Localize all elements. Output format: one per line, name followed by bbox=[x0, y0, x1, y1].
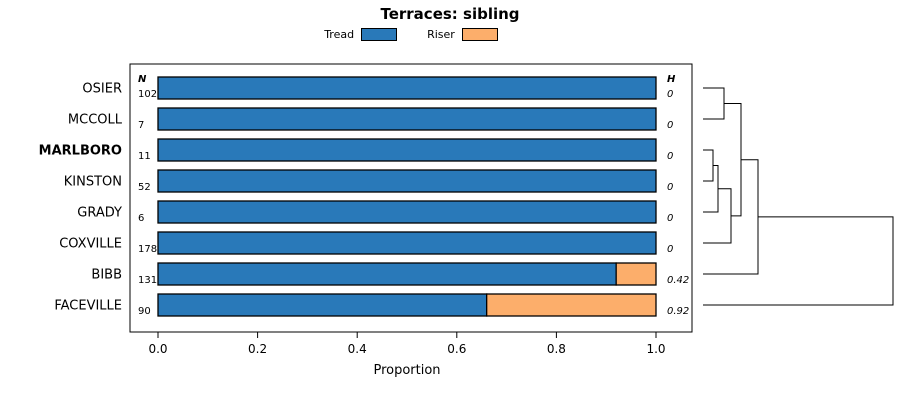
h-value-coxville: 0 bbox=[667, 244, 673, 255]
bar-segment-tread-bibb bbox=[157, 262, 617, 286]
chart-title: Terraces: sibling bbox=[380, 5, 520, 23]
x-tick-label: 0.0 bbox=[148, 342, 167, 356]
row-label-coxville: COXVILLE bbox=[59, 237, 122, 252]
h-value-faceville: 0.92 bbox=[667, 306, 689, 317]
row-label-osier: OSIER bbox=[82, 82, 122, 97]
bar-segment-riser-faceville bbox=[486, 293, 657, 317]
bar-segment-riser-bibb bbox=[615, 262, 657, 286]
n-value-coxville: 178 bbox=[138, 244, 157, 255]
dendrogram-branch bbox=[703, 165, 719, 213]
n-value-mccoll: 7 bbox=[138, 120, 144, 131]
bar-segment-tread-osier bbox=[157, 76, 657, 100]
legend-swatch-riser bbox=[461, 28, 498, 41]
dendrogram-branch bbox=[703, 188, 732, 244]
n-value-kinston: 52 bbox=[138, 182, 151, 193]
x-tick-label: 0.8 bbox=[547, 342, 566, 356]
bar-segment-tread-coxville bbox=[157, 231, 657, 255]
bar-segment-tread-kinston bbox=[157, 169, 657, 193]
legend-label-tread: Tread bbox=[324, 28, 355, 41]
x-tick-label: 0.2 bbox=[248, 342, 267, 356]
n-value-bibb: 131 bbox=[138, 275, 157, 286]
row-label-faceville: FACEVILLE bbox=[54, 299, 122, 314]
h-value-kinston: 0 bbox=[667, 182, 673, 193]
bar-segment-tread-grady bbox=[157, 200, 657, 224]
dendrogram-branch bbox=[703, 149, 714, 182]
bar-segment-tread-marlboro bbox=[157, 138, 657, 162]
legend-swatch-tread bbox=[361, 28, 398, 41]
legend-item-riser: Riser bbox=[427, 28, 498, 41]
n-value-faceville: 90 bbox=[138, 306, 151, 317]
x-axis-title: Proportion bbox=[373, 363, 440, 378]
h-value-mccoll: 0 bbox=[667, 120, 673, 131]
h-value-marlboro: 0 bbox=[667, 151, 673, 162]
h-value-grady: 0 bbox=[667, 213, 673, 224]
n-value-grady: 6 bbox=[138, 213, 144, 224]
legend-label-riser: Riser bbox=[427, 28, 455, 41]
x-tick-label: 0.4 bbox=[348, 342, 367, 356]
n-column-header: N bbox=[138, 74, 147, 85]
dendrogram-branch bbox=[724, 103, 742, 217]
plot-box bbox=[129, 63, 693, 333]
h-column-header: H bbox=[667, 74, 676, 85]
row-label-kinston: KINSTON bbox=[64, 175, 122, 190]
row-label-mccoll: MCCOLL bbox=[68, 113, 123, 128]
x-tick-label: 1.0 bbox=[646, 342, 665, 356]
bar-segment-tread-mccoll bbox=[157, 107, 657, 131]
h-value-bibb: 0.42 bbox=[667, 275, 689, 286]
dendrogram-branch bbox=[703, 216, 894, 306]
bar-segment-tread-faceville bbox=[157, 293, 488, 317]
dendrogram-branch bbox=[703, 87, 725, 120]
legend-item-tread: Tread bbox=[324, 28, 398, 41]
x-tick-label: 0.6 bbox=[447, 342, 466, 356]
legend: Tread Riser bbox=[130, 28, 692, 41]
n-value-osier: 102 bbox=[138, 89, 157, 100]
row-label-bibb: BIBB bbox=[91, 268, 122, 283]
h-value-osier: 0 bbox=[667, 89, 673, 100]
row-label-marlboro: MARLBORO bbox=[39, 144, 122, 159]
n-value-marlboro: 11 bbox=[138, 151, 151, 162]
row-label-grady: GRADY bbox=[77, 206, 122, 221]
